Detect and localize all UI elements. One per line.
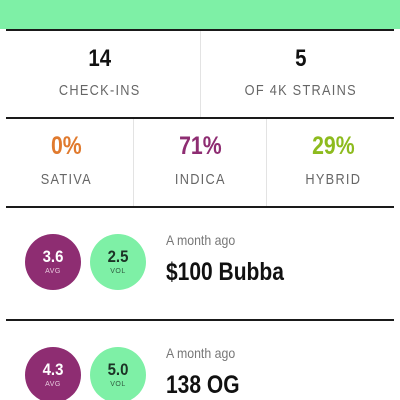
vol-rating-label: VOL	[110, 268, 126, 275]
avg-rating-badge: 4.3 AVG	[25, 347, 81, 400]
checkins-stat[interactable]: 14 CHECK-INS	[0, 31, 200, 117]
avg-rating-label: AVG	[45, 381, 61, 388]
vol-rating-label: VOL	[110, 381, 126, 388]
strain-name: $100 Bubba	[166, 258, 284, 286]
divider	[6, 206, 394, 208]
avg-rating-value: 4.3	[42, 360, 64, 379]
header-band	[0, 0, 400, 29]
vol-rating-badge: 5.0 VOL	[90, 347, 146, 400]
divider	[6, 319, 394, 321]
avg-rating-value: 3.6	[42, 247, 64, 266]
divider	[6, 29, 394, 31]
summary-row: 14 CHECK-INS 5 OF 4K STRAINS	[0, 31, 400, 117]
sativa-label: SATIVA	[40, 171, 92, 188]
checkins-label: CHECK-INS	[58, 82, 141, 99]
indica-stat: 71% INDICA	[132, 119, 267, 206]
vol-rating-badge: 2.5 VOL	[90, 234, 146, 290]
checkin-item[interactable]: 4.3 AVG 5.0 VOL A month ago 138 OG	[0, 321, 400, 400]
hybrid-label: HYBRID	[305, 171, 362, 188]
vol-rating-value: 5.0	[107, 360, 129, 379]
avg-rating-label: AVG	[45, 268, 61, 275]
sativa-percent: 0%	[50, 132, 82, 160]
strains-stat[interactable]: 5 OF 4K STRAINS	[199, 31, 400, 117]
hybrid-percent: 29%	[312, 132, 355, 160]
vol-rating-value: 2.5	[107, 247, 129, 266]
checkins-count: 14	[88, 45, 112, 72]
checkin-time: A month ago	[166, 232, 236, 248]
indica-label: INDICA	[174, 171, 226, 188]
checkin-item[interactable]: 3.6 AVG 2.5 VOL A month ago $100 Bubba	[0, 208, 400, 319]
checkin-time: A month ago	[166, 345, 236, 361]
sativa-stat: 0% SATIVA	[0, 119, 133, 206]
strains-label: OF 4K STRAINS	[244, 82, 357, 99]
type-breakdown-row: 0% SATIVA 71% INDICA 29% HYBRID	[0, 119, 400, 206]
hybrid-stat: 29% HYBRID	[266, 119, 400, 206]
divider	[6, 117, 394, 119]
strains-count: 5	[294, 45, 306, 72]
indica-percent: 71%	[178, 132, 222, 160]
strain-name: 138 OG	[166, 371, 240, 399]
avg-rating-badge: 3.6 AVG	[25, 234, 81, 290]
